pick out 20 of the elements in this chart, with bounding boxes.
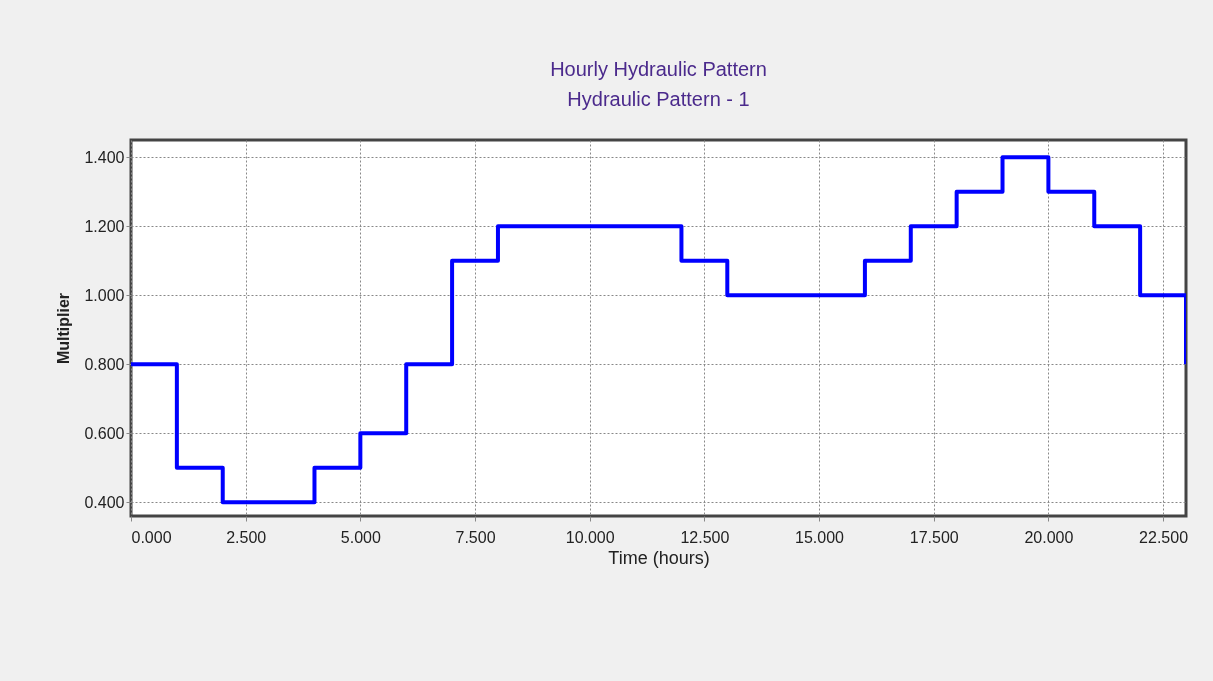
x-tick-label: 5.000 — [340, 528, 381, 546]
y-tick-label: 0.600 — [84, 424, 125, 442]
y-tick-label: 0.800 — [84, 355, 125, 373]
y-tick-label: 1.400 — [84, 148, 125, 166]
x-tick-label: 17.500 — [909, 528, 959, 546]
x-tick-label: 7.500 — [455, 528, 496, 546]
x-tick-label: 20.000 — [1024, 528, 1074, 546]
x-tick-label: 10.000 — [565, 528, 615, 546]
x-tick-label: 15.000 — [795, 528, 845, 546]
x-tick-label: 2.500 — [226, 528, 267, 546]
chart-subtitle: Hydraulic Pattern - 1 — [567, 88, 750, 110]
y-tick-label: 1.000 — [84, 286, 125, 304]
x-tick-label: 12.500 — [680, 528, 730, 546]
y-tick-label: 1.200 — [84, 217, 125, 235]
x-tick-label: 0.000 — [131, 528, 172, 546]
chart-title: Hourly Hydraulic Pattern — [550, 58, 767, 80]
x-axis-title: Time (hours) — [608, 547, 710, 568]
y-tick-label: 0.400 — [84, 493, 125, 511]
y-axis-title: Multiplier — [55, 292, 73, 365]
x-tick-label: 22.500 — [1139, 528, 1189, 546]
